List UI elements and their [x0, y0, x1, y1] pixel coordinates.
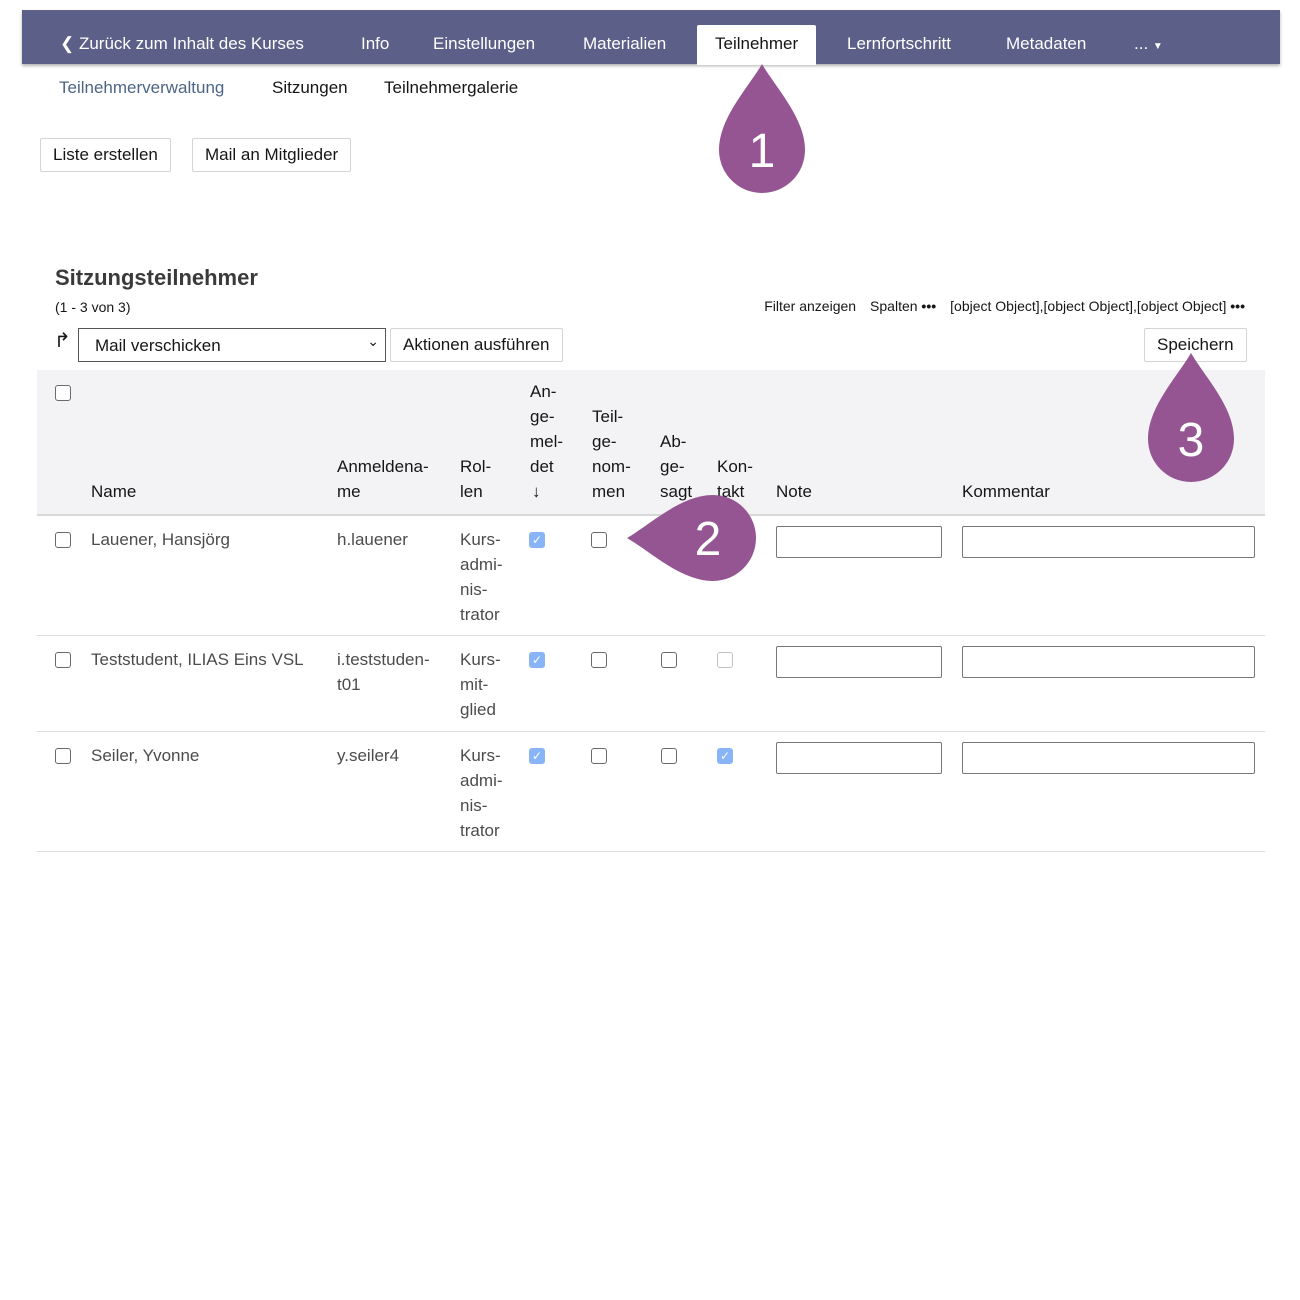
participant-role: Kurs- admi- nis- trator — [460, 530, 503, 624]
header-comment[interactable]: Kommentar — [962, 482, 1050, 501]
columns-menu[interactable]: Spalten ••• — [870, 298, 937, 314]
registered-checkbox[interactable]: ✓ — [529, 532, 545, 548]
participated-checkbox[interactable] — [591, 532, 607, 548]
contact-checkbox[interactable]: ✓ — [717, 748, 733, 764]
caret-down-icon: ▼ — [1152, 41, 1163, 52]
rows-menu[interactable]: [object Object],[object Object],[object … — [950, 298, 1245, 314]
select-all-checkbox[interactable] — [55, 385, 71, 401]
tab-teilnehmer[interactable]: Teilnehmer — [697, 25, 817, 65]
header-registered[interactable]: An- ge- mel- det — [530, 382, 564, 476]
row-divider — [37, 851, 1265, 852]
back-link[interactable]: ❮ Zurück zum Inhalt des Kurses — [60, 34, 304, 53]
comment-input[interactable] — [962, 646, 1255, 678]
header-name[interactable]: Name — [91, 482, 137, 501]
chevron-left-icon: ❮ — [60, 34, 79, 53]
row-divider — [37, 731, 1265, 732]
header-note[interactable]: Note — [776, 482, 812, 501]
participant-role: Kurs- admi- nis- trator — [460, 746, 503, 840]
create-list-button[interactable]: Liste erstellen — [40, 138, 171, 172]
header-role[interactable]: Rol- len — [460, 457, 492, 501]
registered-checkbox[interactable]: ✓ — [529, 748, 545, 764]
action-select[interactable]: Mail verschicken ⌄ — [78, 328, 386, 362]
row-select-checkbox[interactable] — [55, 532, 71, 548]
turn-arrow-icon: ↱ — [54, 330, 71, 352]
table-title: Sitzungsteilnehmer — [55, 265, 258, 290]
marker-1: 1 — [719, 64, 805, 193]
header-excused[interactable]: Ab- ge- sagt — [660, 432, 693, 501]
note-input[interactable] — [776, 526, 942, 558]
contact-checkbox[interactable] — [717, 652, 733, 668]
tab-more[interactable]: ... ▼ — [1134, 34, 1163, 53]
tab-lernfortschritt[interactable]: Lernfortschritt — [847, 34, 951, 53]
header-login[interactable]: Anmeldena- me — [337, 457, 429, 501]
header-contact[interactable]: Kon- takt — [717, 457, 753, 501]
chevron-down-icon: ⌄ — [367, 333, 379, 349]
table-tools: Filter anzeigen Spalten ••• [object Obje… — [764, 298, 1245, 314]
table-header — [37, 370, 1265, 514]
arrow-down-icon: ↓ — [532, 482, 541, 501]
tab-einstellungen[interactable]: Einstellungen — [433, 34, 536, 53]
execute-actions-button[interactable]: Aktionen ausführen — [390, 328, 563, 362]
ellipsis-icon: ••• — [921, 298, 937, 314]
participant-name: Teststudent, ILIAS Eins VSL — [91, 650, 304, 669]
participated-checkbox[interactable] — [591, 748, 607, 764]
comment-input[interactable] — [962, 742, 1255, 774]
row-select-checkbox[interactable] — [55, 748, 71, 764]
subtab-teilnehmergalerie[interactable]: Teilnehmergalerie — [384, 78, 519, 97]
result-count: (1 - 3 von 3) — [55, 299, 131, 315]
participant-name: Lauener, Hansjörg — [91, 530, 230, 549]
tab-materialien[interactable]: Materialien — [583, 34, 667, 53]
participated-checkbox[interactable] — [591, 652, 607, 668]
row-divider — [37, 635, 1265, 636]
svg-text:1: 1 — [749, 125, 776, 178]
tab-info[interactable]: Info — [361, 34, 390, 53]
ellipsis-icon: ••• — [1230, 298, 1245, 314]
excused-checkbox[interactable] — [661, 652, 677, 668]
participant-login: i.teststuden- t01 — [337, 650, 430, 694]
subtab-teilnehmerverwaltung[interactable]: Teilnehmerverwaltung — [59, 78, 225, 97]
subtab-sitzungen[interactable]: Sitzungen — [272, 78, 348, 97]
marker-2: 2 — [627, 495, 756, 581]
svg-text:3: 3 — [1178, 414, 1205, 467]
excused-checkbox[interactable] — [661, 748, 677, 764]
filter-toggle[interactable]: Filter anzeigen — [764, 298, 857, 314]
tab-metadaten[interactable]: Metadaten — [1006, 34, 1087, 53]
participant-login: y.seiler4 — [337, 746, 400, 765]
svg-text:2: 2 — [695, 513, 722, 566]
note-input[interactable] — [776, 742, 942, 774]
participant-name: Seiler, Yvonne — [91, 746, 200, 765]
marker-3: 3 — [1148, 353, 1234, 482]
divider — [37, 514, 1265, 516]
save-button[interactable]: Speichern — [1144, 328, 1247, 362]
header-participated[interactable]: Teil- ge- nom- men — [592, 407, 631, 501]
participant-login: h.lauener — [337, 530, 408, 549]
registered-checkbox[interactable]: ✓ — [529, 652, 545, 668]
row-select-checkbox[interactable] — [55, 652, 71, 668]
note-input[interactable] — [776, 646, 942, 678]
comment-input[interactable] — [962, 526, 1255, 558]
top-navigation — [22, 10, 1280, 64]
participant-role: Kurs- mit- glied — [460, 650, 501, 719]
mail-members-button[interactable]: Mail an Mitglieder — [192, 138, 352, 172]
